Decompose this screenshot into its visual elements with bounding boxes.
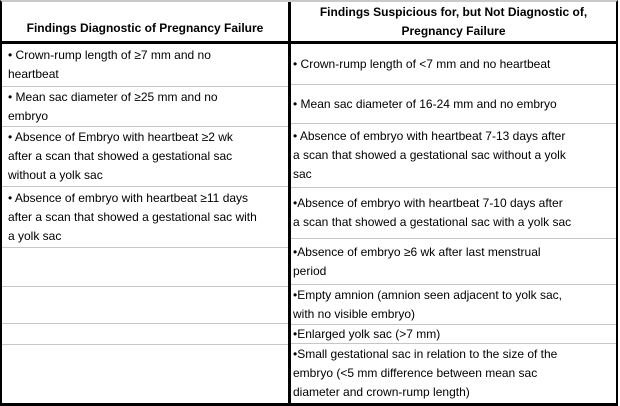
- suspicious-row-3-line: • Absence of embryo with heartbeat 7-13 …: [293, 129, 566, 143]
- suspicious-row-8: •Small gestational sac in relation to th…: [291, 344, 616, 403]
- diagnostic-row-2: • Mean sac diameter of ≥25 mm and no embr…: [2, 87, 288, 127]
- suspicious-row-4-line: a scan that showed a gestational sac wit…: [293, 215, 572, 229]
- suspicious-header-line: Pregnancy Failure: [401, 23, 506, 38]
- diagnostic-row-5: [2, 248, 288, 287]
- suspicious-row-8-line: embryo (<5 mm difference between mean sa…: [293, 366, 538, 380]
- diagnostic-row-2-line: • Mean sac diameter of ≥25 mm and no: [8, 89, 218, 104]
- suspicious-row-2: • Mean sac diameter of 16-24 mm and no e…: [291, 85, 616, 124]
- suspicious-row-3: • Absence of embryo with heartbeat 7-13 …: [291, 124, 616, 188]
- suspicious-row-2-line: • Mean sac diameter of 16-24 mm and no e…: [293, 96, 557, 111]
- suspicious-row-4: •Absence of embryo with heartbeat 7-10 d…: [291, 188, 616, 239]
- suspicious-row-3-line: sac: [293, 167, 312, 181]
- suspicious-row-5: •Absence of embryo ≥6 wk after last mens…: [291, 239, 616, 285]
- diagnostic-header: Findings Diagnostic of Pregnancy Failure: [2, 2, 288, 44]
- diagnostic-row-6: [2, 287, 288, 324]
- diagnostic-row-1-line: • Crown-rump length of ≥7 mm and no: [8, 48, 211, 62]
- suspicious-row-6-line: with no visible embryo): [293, 306, 416, 321]
- diagnostic-row-8: [2, 345, 288, 403]
- suspicious-row-1-line: • Crown-rump length of <7 mm and no hear…: [293, 56, 551, 71]
- diagnostic-row-1-line: heartbeat: [8, 67, 59, 81]
- suspicious-row-4-line: •Absence of embryo with heartbeat 7-10 d…: [293, 196, 563, 210]
- diagnostic-row-7: [2, 324, 288, 345]
- suspicious-row-5-line: •Absence of embryo ≥6 wk after last mens…: [293, 244, 541, 259]
- diagnostic-row-4: • Absence of embryo with heartbeat ≥11 d…: [2, 187, 288, 248]
- suspicious-header: Findings Suspicious for, but Not Diagnos…: [291, 2, 616, 44]
- diagnostic-row-3: • Absence of Embryo with heartbeat ≥2 wk…: [2, 127, 288, 187]
- diagnostic-row-4-line: a yolk sac: [8, 228, 62, 243]
- suspicious-row-7-line: •Enlarged yolk sac (>7 mm): [293, 326, 441, 341]
- suspicious-header-line: Findings Suspicious for, but Not Diagnos…: [319, 4, 588, 19]
- suspicious-row-8-line: diameter and crown-rump length): [293, 385, 470, 399]
- diagnostic-row-3-line: after a scan that showed a gestational s…: [8, 149, 233, 163]
- diagnostic-row-3-line: without a yolk sac: [8, 168, 103, 182]
- diagnostic-row-1: • Crown-rump length of ≥7 mm and no heart…: [2, 44, 288, 87]
- suspicious-row-5-line: period: [293, 263, 327, 278]
- column-diagnostic-findings: Findings Diagnostic of Pregnancy Failure…: [2, 2, 291, 403]
- suspicious-row-3-line: a scan that showed a gestational sac wit…: [293, 148, 566, 162]
- diagnostic-row-4-line: • Absence of embryo with heartbeat ≥11 d…: [8, 190, 249, 205]
- suspicious-row-8-line: •Small gestational sac in relation to th…: [293, 347, 558, 361]
- diagnostic-header-line: Findings Diagnostic of Pregnancy Failure: [26, 21, 264, 35]
- suspicious-row-1: • Crown-rump length of <7 mm and no hear…: [291, 44, 616, 85]
- diagnostic-row-3-line: • Absence of Embryo with heartbeat ≥2 wk: [8, 130, 233, 144]
- diagnostic-row-2-line: embryo: [8, 108, 49, 123]
- suspicious-row-6-line: •Empty amnion (amnion seen adjacent to y…: [293, 287, 563, 302]
- suspicious-row-6: •Empty amnion (amnion seen adjacent to y…: [291, 285, 616, 325]
- column-suspicious-findings: Findings Suspicious for, but Not Diagnos…: [291, 2, 616, 403]
- suspicious-row-7: •Enlarged yolk sac (>7 mm): [291, 325, 616, 344]
- diagnostic-row-4-line: after a scan that showed a gestational s…: [8, 209, 257, 224]
